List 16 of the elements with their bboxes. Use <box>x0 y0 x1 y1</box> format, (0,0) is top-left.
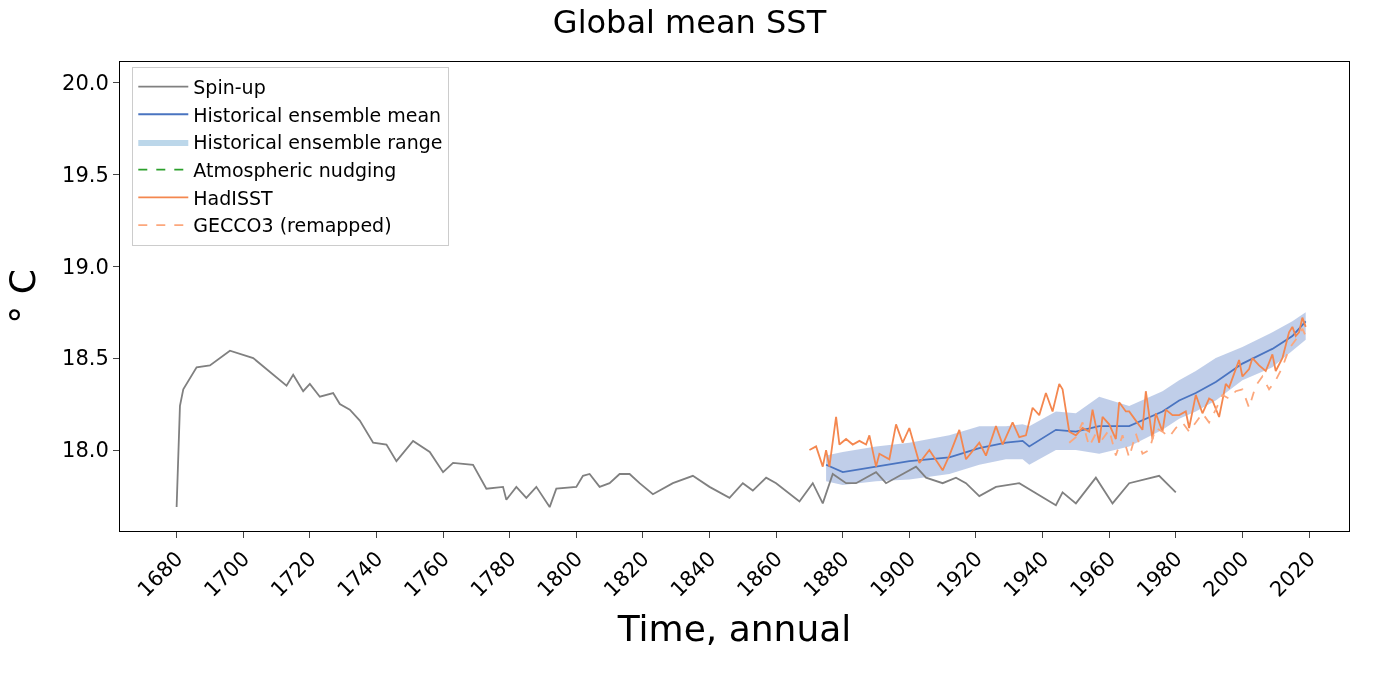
y-axis-title: ° C <box>1 269 43 324</box>
line-series <box>1068 327 1307 459</box>
legend-label: Historical ensemble range <box>193 131 443 154</box>
legend-label: Atmospheric nudging <box>193 159 397 182</box>
legend-label: HadISST <box>193 186 274 209</box>
y-tick-label: 19.0 <box>62 254 109 279</box>
legend-label: Historical ensemble mean <box>193 103 442 126</box>
legend-label: Spin-up <box>193 75 266 98</box>
y-tick-label: 20.0 <box>62 70 109 95</box>
line-series <box>175 349 1177 508</box>
y-tick-label: 18.5 <box>62 346 109 371</box>
chart-title: Global mean SST <box>552 2 827 41</box>
y-tick-label: 18.0 <box>62 438 109 463</box>
y-tick-label: 19.5 <box>62 162 109 187</box>
legend-label: GECCO3 (remapped) <box>193 214 392 237</box>
x-axis-title: Time, annual <box>616 608 852 650</box>
